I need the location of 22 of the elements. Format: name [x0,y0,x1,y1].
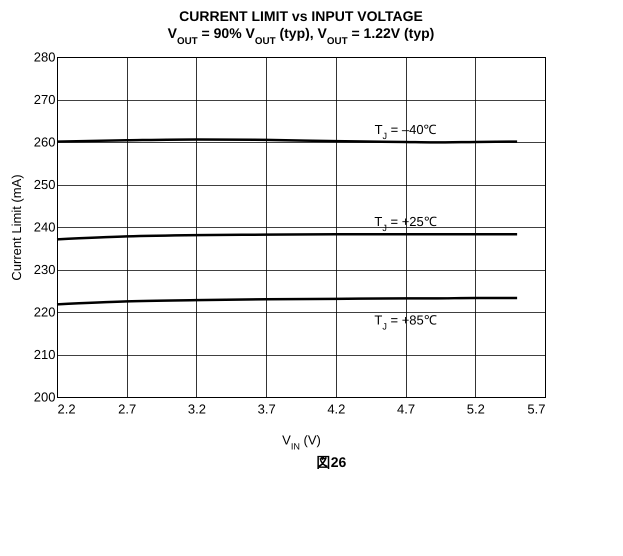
chart-subtitle: V$_{OUT}$ = 90% V$_{OUT}$ (typ), V$_{OUT}$ = 1.22V (typ) [168,25,434,46]
y-tick-label: 210 [34,347,56,362]
x-axis-title: V$_{IN}$ (V) [282,432,321,452]
x-tick-label: 4.2 [327,402,346,416]
y-tick-label: 280 [34,50,56,64]
x-tick-label: 2.7 [118,402,136,416]
x-tick-label: 4.7 [397,402,416,416]
y-tick-label: 260 [34,134,56,150]
x-tick-label: 5.2 [466,402,485,416]
y-tick-label: 240 [34,220,56,234]
caption: 図26 [316,454,348,472]
chart-title: CURRENT LIMIT vs INPUT VOLTAGE [179,8,423,24]
x-tick-label: 2.2 [58,402,76,416]
x-tick-label: 3.2 [188,402,206,416]
y-axis-title: Current Limit (mA) [8,174,24,281]
x-tick-label: 5.7 [527,402,546,416]
y-tick-label: 230 [34,262,56,277]
y-tick-label: 220 [34,304,56,320]
x-tick-label: 3.7 [258,402,276,416]
y-tick-label: 250 [34,177,56,192]
y-tick-label: 270 [34,92,56,107]
y-tick-label: 200 [34,390,56,404]
